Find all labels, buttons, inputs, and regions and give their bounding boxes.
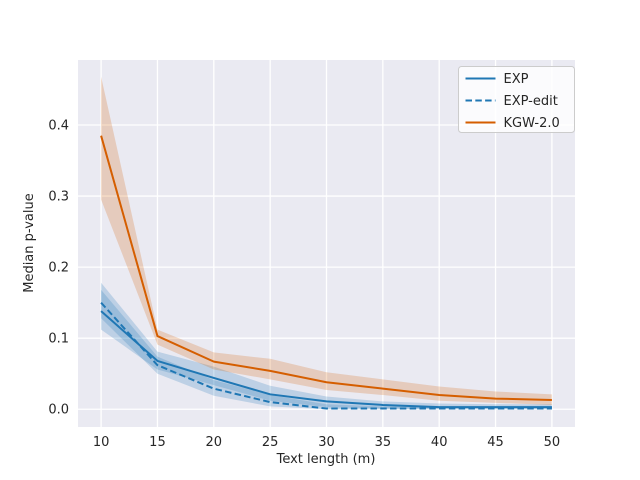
y-tick-label: 0.4 [48,119,69,134]
x-tick-label: 40 [431,435,448,450]
y-tick-labels: 0.0 0.1 0.2 0.3 0.4 [48,119,69,418]
y-axis-label: Median p-value [22,193,37,293]
line-exp-edit [100,301,552,410]
legend-box [458,66,575,133]
y-tick-label: 0.3 [48,190,69,205]
x-tick-label: 30 [318,435,335,450]
x-tick-label: 10 [93,435,110,450]
x-tick-label: 50 [544,435,561,450]
x-tick-labels: 10 15 20 25 30 35 40 45 50 [93,435,560,450]
line-exp [100,310,552,409]
line-kgw-2.0 [100,135,552,401]
legend-label-exp: EXP [504,72,529,87]
x-tick-label: 45 [487,435,504,450]
legend: EXP EXP-edit KGW-2.0 [458,66,575,133]
y-tick-label: 0.2 [48,261,69,276]
x-tick-label: 15 [149,435,166,450]
y-tick-label: 0.1 [48,332,69,347]
x-tick-label: 35 [375,435,392,450]
legend-label-exp-edit: EXP-edit [504,94,558,109]
series-lines [100,135,552,410]
x-axis-label: Text length (m) [276,452,376,467]
legend-label-kgw-2.0: KGW-2.0 [504,116,560,131]
x-tick-label: 20 [206,435,223,450]
y-tick-label: 0.0 [48,403,69,418]
x-tick-label: 25 [262,435,279,450]
